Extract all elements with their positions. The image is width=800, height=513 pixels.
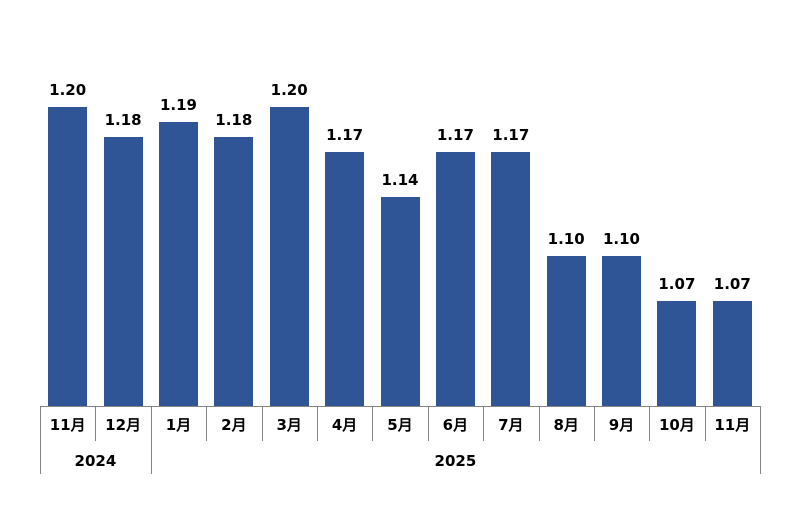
bar-value-label: 1.07 — [658, 275, 696, 293]
year-divider-tick — [40, 406, 41, 474]
bar — [325, 152, 365, 406]
bar — [159, 122, 198, 406]
x-axis-month-label: 5月 — [387, 416, 413, 434]
bar — [712, 301, 752, 406]
bar — [214, 137, 254, 406]
category-tick — [593, 406, 595, 441]
x-axis-month-label: 12月 — [105, 416, 142, 434]
category-tick — [649, 406, 651, 441]
bar-value-label: 1.07 — [713, 275, 751, 293]
bar — [602, 256, 641, 406]
category-tick — [261, 406, 263, 441]
bar-value-label: 1.17 — [326, 126, 364, 144]
bar — [435, 152, 475, 406]
bar — [491, 152, 531, 406]
x-axis-month-label: 10月 — [658, 416, 695, 434]
year-divider-tick — [150, 406, 152, 474]
x-axis-month-label: 4月 — [331, 416, 358, 434]
year-group-label: 2025 — [434, 452, 477, 470]
x-axis-line — [40, 406, 760, 407]
bar — [657, 301, 697, 406]
year-group-label: 2024 — [74, 452, 117, 470]
category-tick — [206, 406, 208, 441]
bar-value-label: 1.20 — [49, 81, 87, 99]
bar-value-label: 1.18 — [104, 111, 142, 129]
bar — [103, 137, 143, 406]
bar — [48, 107, 88, 406]
x-axis-month-label: 11月 — [714, 416, 751, 434]
bar-value-label: 1.18 — [215, 111, 253, 129]
bar-value-label: 1.10 — [547, 230, 585, 248]
bar-value-label: 1.10 — [602, 230, 640, 248]
bar-value-label: 1.17 — [492, 126, 530, 144]
category-tick — [372, 406, 374, 441]
bar-value-label: 1.17 — [436, 126, 474, 144]
bar-value-label: 1.19 — [159, 96, 197, 114]
category-tick — [316, 406, 318, 441]
category-tick — [95, 406, 97, 441]
x-axis-month-label: 8月 — [553, 416, 579, 434]
x-axis-month-label: 7月 — [498, 416, 524, 434]
bar — [269, 107, 309, 406]
x-axis-month-label: 3月 — [276, 416, 302, 434]
category-tick — [538, 406, 540, 441]
x-axis-month-label: 2月 — [221, 416, 247, 434]
bar — [380, 197, 420, 406]
category-tick — [704, 406, 706, 441]
x-axis-month-label: 6月 — [442, 416, 469, 434]
bar-value-label: 1.20 — [270, 81, 308, 99]
x-axis-month-label: 11月 — [49, 416, 86, 434]
x-axis-month-label: 1月 — [165, 416, 192, 434]
category-tick — [483, 406, 485, 441]
bar — [546, 256, 586, 406]
category-tick — [427, 406, 429, 441]
bar-value-label: 1.14 — [381, 171, 419, 189]
x-axis-month-label: 9月 — [608, 416, 635, 434]
year-divider-tick — [760, 406, 761, 474]
